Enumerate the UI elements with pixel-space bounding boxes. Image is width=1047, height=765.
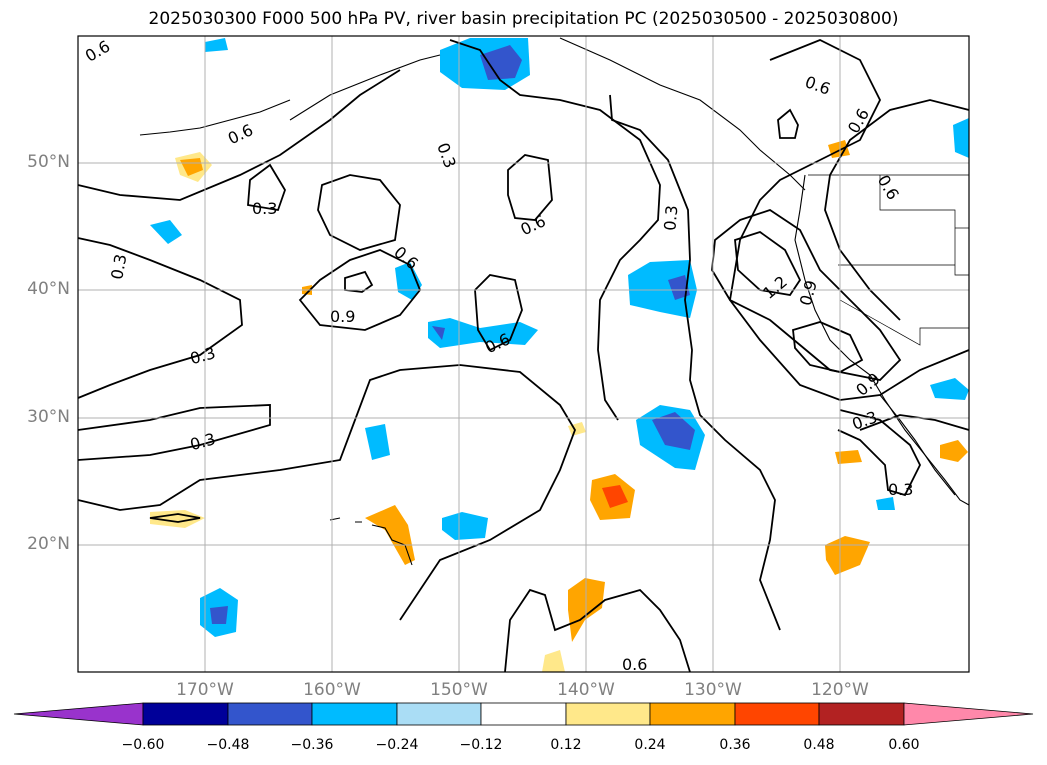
pv-contours (77, 39, 970, 673)
precip-patch-negative (432, 326, 445, 340)
precip-patch-negative (210, 606, 228, 624)
lat-label: 40°N (27, 279, 70, 299)
precip-patch-positive (602, 485, 628, 508)
colorbar-tick: −0.12 (459, 737, 503, 753)
precip-patch-positive (150, 510, 205, 528)
colorbar-tick: 0.60 (888, 737, 920, 753)
precip-patch-negative (953, 118, 969, 158)
precip-patch-negative (442, 512, 488, 540)
precip-patch-negative (365, 424, 390, 460)
lat-label: 20°N (27, 534, 70, 554)
state-borders (808, 174, 969, 346)
coastline-north-america (794, 174, 970, 506)
coastlines (139, 37, 970, 566)
precip-patch-negative (150, 220, 182, 244)
contour-label: 0.9 (330, 307, 355, 326)
map-frame (77, 35, 970, 673)
precip-patch-negative (876, 497, 895, 510)
precip-patch-negative (930, 378, 969, 400)
lon-label: 130°W (684, 680, 742, 700)
colorbar-tick: −0.60 (121, 737, 165, 753)
lon-label: 170°W (176, 680, 234, 700)
colorbar-tick: 0.24 (634, 737, 666, 753)
precip-patch-negative (668, 275, 690, 300)
precip-patch-positive (365, 505, 415, 565)
contour-label: 0.3 (660, 204, 681, 231)
colorbar-tick: −0.36 (290, 737, 334, 753)
colorbar-extend-low (13, 702, 144, 726)
contour-label: 0.3 (107, 253, 130, 281)
precip-anomaly-patches (150, 38, 969, 672)
graticule (78, 36, 969, 672)
colorbar-tick: 0.48 (803, 737, 835, 753)
precip-patch-positive (542, 650, 565, 672)
colorbar-tick: −0.24 (375, 737, 419, 753)
map-background (78, 36, 969, 672)
contour-label: 0.3 (252, 199, 277, 218)
figure-title: 2025030300 F000 500 hPa PV, river basin … (148, 9, 899, 29)
lon-label: 160°W (303, 680, 361, 700)
colorbar-tick: 0.12 (550, 737, 582, 753)
precip-patch-negative (205, 38, 228, 52)
contour-label: 0.3 (888, 480, 913, 499)
precip-patch-positive (825, 536, 870, 575)
contour-label: 0.6 (622, 655, 647, 674)
lon-label: 140°W (557, 680, 615, 700)
precip-patch-negative (628, 260, 697, 318)
colorbar-extend-high (903, 702, 1034, 726)
precip-patch-positive (835, 450, 862, 464)
lon-label: 120°W (811, 680, 869, 700)
coastline-baja (879, 394, 956, 496)
precip-patch-negative (480, 45, 522, 80)
colorbar-tick: 0.36 (719, 737, 751, 753)
lat-label: 50°N (27, 152, 70, 172)
lat-label: 30°N (27, 407, 70, 427)
colorbar (13, 702, 1034, 726)
coastline-aleutians (139, 99, 291, 136)
precip-patch-positive (940, 440, 968, 462)
coastline-alaska (289, 37, 806, 191)
lon-label: 150°W (430, 680, 488, 700)
precip-patch-negative (652, 412, 695, 450)
colorbar-tick: −0.48 (206, 737, 250, 753)
